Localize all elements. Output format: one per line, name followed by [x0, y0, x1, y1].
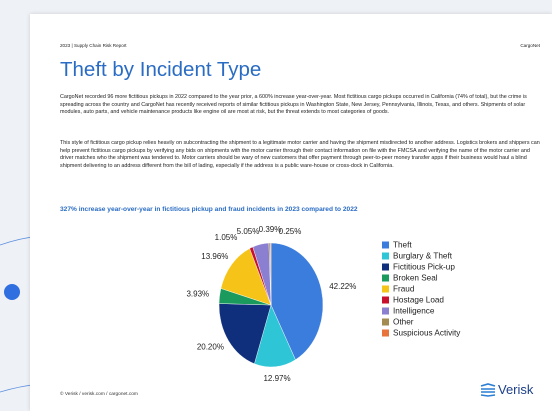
legend-label: Fraud	[393, 285, 415, 294]
legend-swatch	[382, 318, 389, 326]
legend-swatch	[382, 252, 389, 260]
pie-slice	[218, 303, 272, 365]
slice-label: 3.93%	[186, 289, 209, 298]
slice-label: 13.96%	[201, 252, 228, 261]
legend-label: Hostage Load	[393, 296, 444, 305]
chart: 42.22%12.97%20.20%3.93%13.96%1.05%5.05% 0…	[186, 225, 461, 383]
slice-label: 20.20%	[197, 343, 224, 352]
report-page: 2023 | Supply Chain Risk Report CargoNet…	[30, 14, 552, 411]
legend-swatch	[382, 274, 389, 282]
legend-swatch	[382, 296, 389, 304]
pie-slice	[220, 248, 272, 306]
legend-label: Burglary & Theft	[393, 252, 453, 261]
chart-title: 327% increase year-over-year in fictitio…	[60, 206, 358, 213]
legend-swatch	[382, 241, 389, 249]
legend-swatch	[382, 329, 389, 337]
paragraph: CargoNet recorded 96 more fictitious pic…	[60, 94, 527, 116]
page-title: Theft by Incident Type	[60, 58, 262, 81]
slice-label: 0.25%	[279, 227, 302, 236]
logo-text: Verisk	[498, 382, 534, 397]
paragraph: This style of fictitious cargo pickup re…	[60, 140, 540, 169]
legend-label: Intelligence	[393, 307, 435, 316]
legend-label: Suspicious Activity	[393, 329, 461, 338]
dot	[4, 284, 20, 300]
slice-label: 0.39%	[259, 225, 282, 234]
footer-left: © Verisk / verisk.com / cargonet.com	[60, 392, 138, 397]
header-right: CargoNet	[520, 43, 540, 48]
slice-label: 42.22%	[329, 282, 356, 291]
header-left: 2023 | Supply Chain Risk Report	[60, 43, 127, 48]
pie-slice	[269, 242, 272, 306]
pie-slice	[270, 242, 324, 361]
slice-label: 5.05%	[237, 227, 260, 236]
slice-label: 1.05%	[215, 233, 238, 242]
legend-swatch	[382, 285, 389, 293]
legend-label: Theft	[393, 241, 412, 250]
logo-icon	[480, 382, 496, 397]
legend-label: Other	[393, 318, 414, 327]
logo: Verisk	[480, 382, 533, 397]
legend-swatch	[382, 263, 389, 271]
legend-label: Broken Seal	[393, 274, 438, 283]
slice-label: 12.97%	[263, 374, 290, 383]
legend-swatch	[382, 307, 389, 315]
legend-label: Fictitious Pick-up	[393, 263, 455, 272]
